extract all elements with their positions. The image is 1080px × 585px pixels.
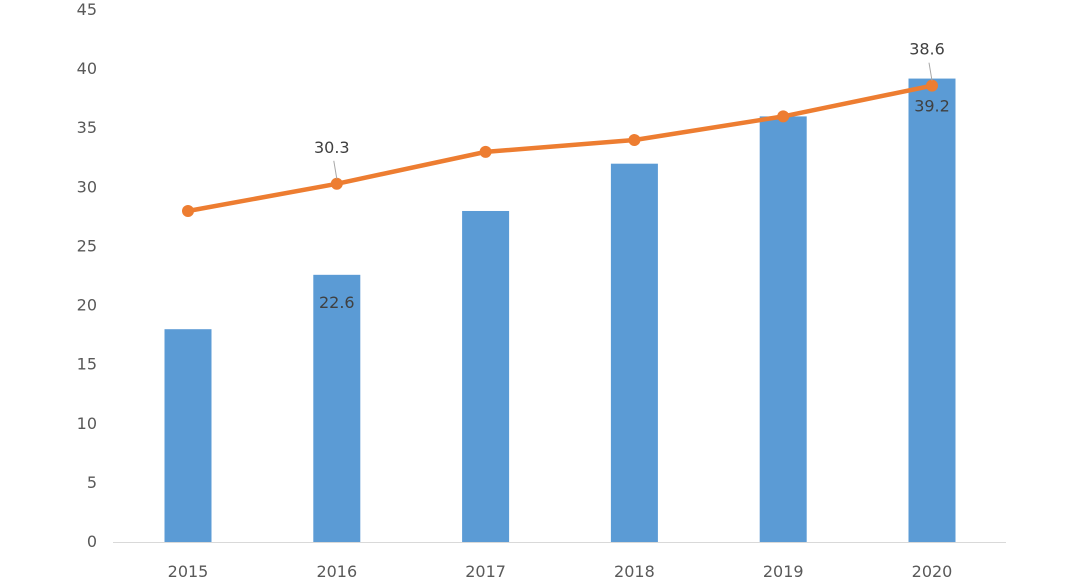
- y-tick-label: 5: [87, 473, 97, 492]
- bar: [313, 274, 361, 542]
- x-tick-label: 2017: [465, 562, 506, 581]
- line-point: [479, 145, 492, 158]
- line-point: [777, 110, 790, 123]
- line-data-label: 38.6: [909, 40, 945, 59]
- bar: [759, 116, 807, 543]
- leader-line: [333, 160, 338, 179]
- x-axis-ticks: 2015 2016 2017 2018 2019 2020: [168, 562, 953, 581]
- y-axis-ticks: 0 5 10 15 20 25 30 35 40 45: [77, 0, 97, 551]
- line-point: [330, 177, 343, 190]
- bar-data-label: 39.2: [914, 97, 950, 116]
- y-tick-label: 20: [77, 296, 97, 315]
- line-point: [926, 79, 938, 92]
- bar-data-label: 22.6: [319, 293, 355, 312]
- bar: [462, 210, 510, 542]
- leader-line: [928, 62, 933, 81]
- y-tick-label: 15: [77, 355, 97, 374]
- y-tick-label: 25: [77, 236, 97, 255]
- x-tick-label: 2018: [614, 562, 655, 581]
- y-tick-label: 40: [77, 59, 97, 78]
- x-tick-label: 2015: [168, 562, 209, 581]
- line-point: [182, 204, 194, 217]
- data-labels: 22.6 39.2 30.3 38.6: [314, 40, 950, 312]
- x-tick-label: 2019: [763, 562, 804, 581]
- line-path: [185, 83, 935, 214]
- y-tick-label: 0: [87, 532, 97, 551]
- bar-series: [164, 78, 956, 543]
- line-data-label: 30.3: [314, 138, 350, 157]
- x-tick-label: 2016: [316, 562, 357, 581]
- y-tick-label: 35: [77, 118, 97, 137]
- y-tick-label: 45: [77, 0, 97, 19]
- bar: [908, 78, 956, 543]
- x-tick-label: 2020: [912, 562, 953, 581]
- line-series: [182, 79, 938, 217]
- y-tick-label: 10: [77, 414, 97, 433]
- bar: [610, 163, 658, 542]
- line-point: [628, 134, 641, 147]
- y-tick-label: 30: [77, 177, 97, 196]
- bar: [164, 329, 212, 542]
